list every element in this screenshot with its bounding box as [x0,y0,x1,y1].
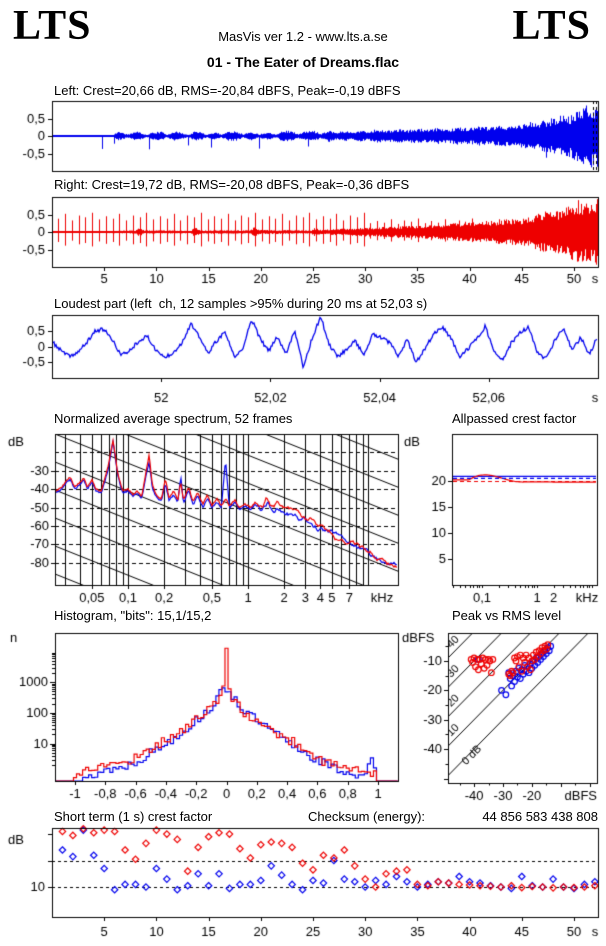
allpassed-crest-chart [402,430,606,612]
average-spectrum-chart [0,430,402,612]
peak-vs-rms-chart [400,626,606,812]
allpassed-title: Allpassed crest factor [452,411,577,426]
spectrum-title: Normalized average spectrum, 52 frames [54,411,293,426]
short-term-crest-chart [0,824,606,946]
track-title: 01 - The Eater of Dreams.flac [206,54,400,70]
loudest-part-title: Loudest part (left ch, 12 samples >95% d… [54,296,428,311]
right-channel-stats: Right: Crest=19,72 dB, RMS=-20,08 dBFS, … [54,177,410,192]
lts-logo-right: LTS [512,3,591,49]
short-term-title: Short term (1 s) crest factor [54,809,213,824]
loudest-part-chart [0,311,606,410]
checksum-value: 44 856 583 438 808 [482,809,598,824]
app-version-line: MasVis ver 1.2 - www.lts.a.se [218,29,388,44]
histogram-chart [0,626,400,812]
checksum-label: Checksum (energy): [308,809,426,824]
lts-logo-left: LTS [13,3,92,49]
left-channel-stats: Left: Crest=20,66 dB, RMS=-20,84 dBFS, P… [54,83,401,98]
right-waveform-chart [0,192,606,292]
left-waveform-chart [0,96,606,174]
